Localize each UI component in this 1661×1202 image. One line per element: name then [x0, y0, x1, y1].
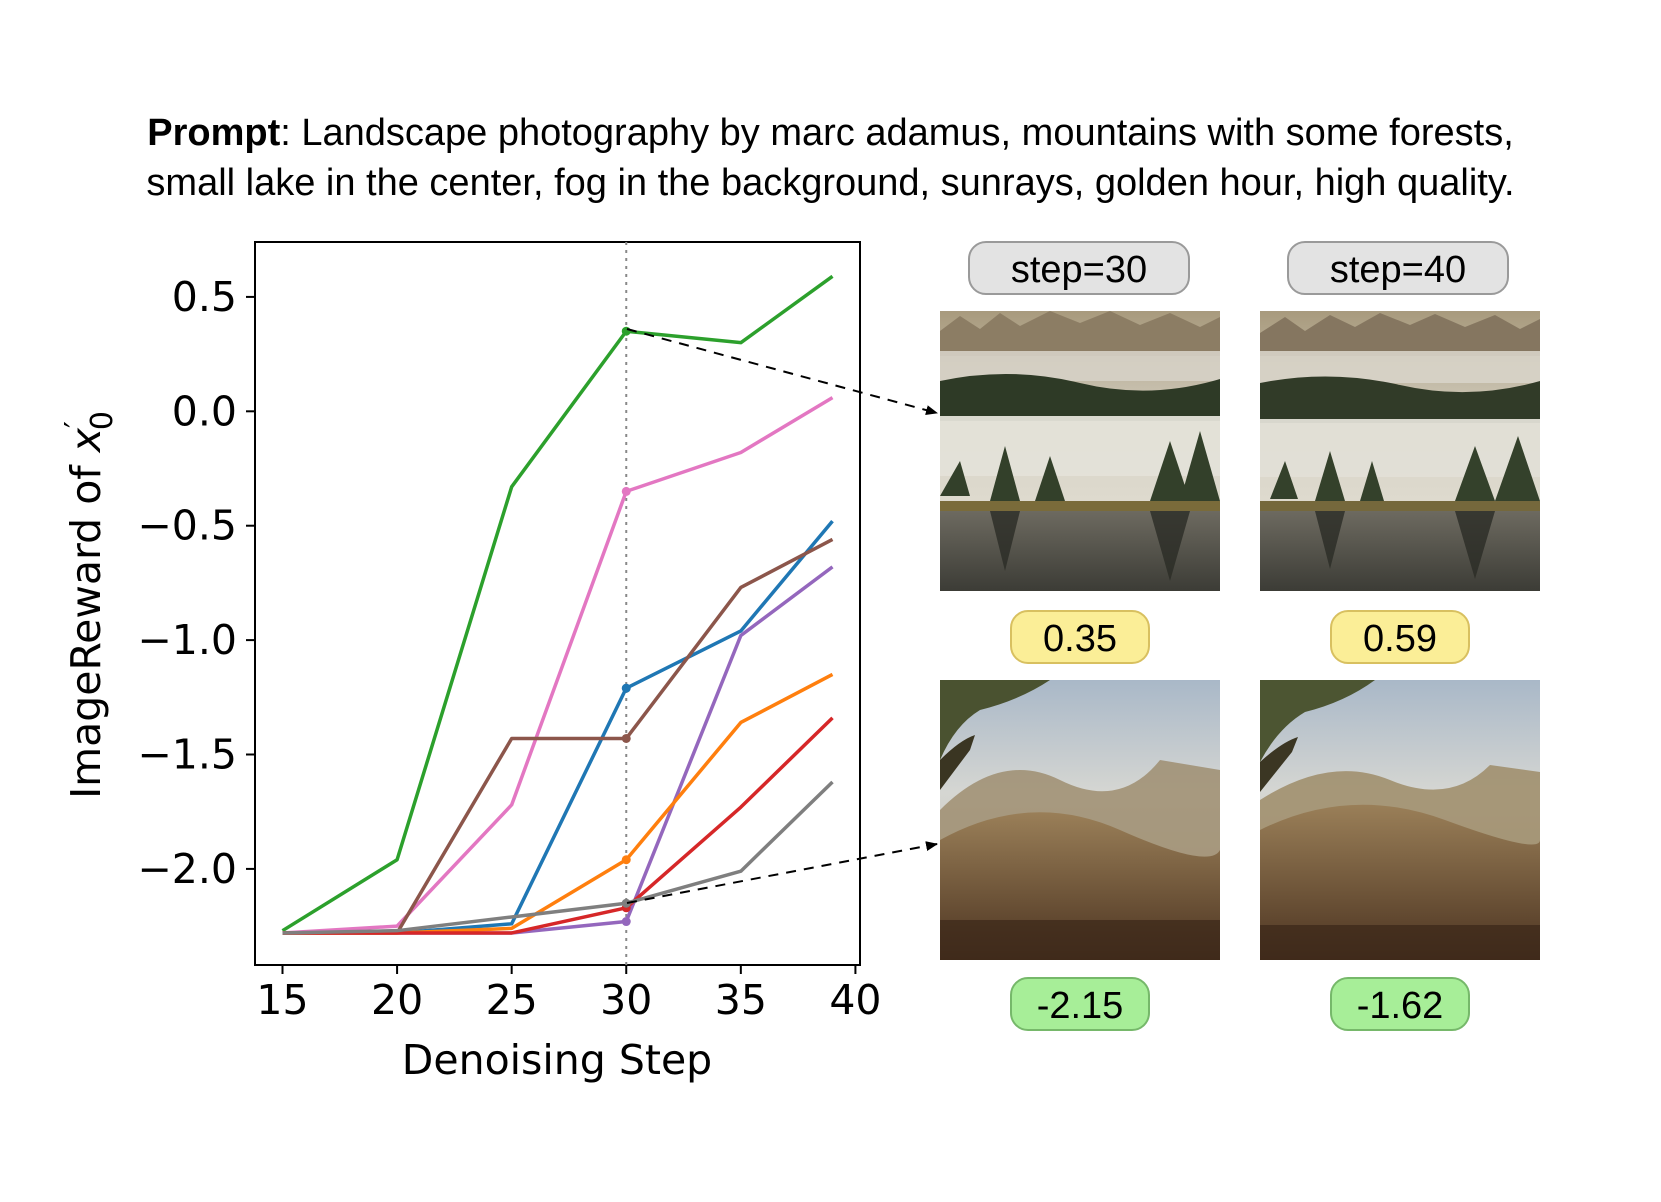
series-line-5 — [282, 672, 834, 935]
series-line-7 — [282, 780, 834, 935]
image-high-step40 — [1260, 311, 1540, 591]
prompt-line-1: Prompt: Landscape photography by marc ad… — [0, 108, 1661, 158]
y-axis-ticks: 0.5 0.0 −0.5 −1.0 −1.5 −2.0 — [137, 273, 255, 893]
y-axis-label-variable: x — [62, 427, 110, 454]
prompt-label: Prompt — [147, 112, 281, 154]
series-line-1 — [282, 396, 834, 935]
y-axis-label-text: ImageReward of — [62, 452, 110, 799]
series-layer — [281, 274, 834, 935]
x-axis-ticks: 15 20 25 30 35 40 — [256, 965, 882, 1024]
score-low-step40: -1.62 — [1330, 977, 1470, 1031]
series-line-3 — [282, 537, 834, 935]
series-point-7 — [621, 898, 631, 908]
prompt-text: Prompt: Landscape photography by marc ad… — [0, 108, 1661, 208]
arrow-low-score — [626, 841, 938, 904]
x-tick-label: 40 — [829, 976, 881, 1024]
plot-frame — [254, 241, 861, 966]
series-point-1 — [621, 486, 631, 496]
y-tick-label: −2.0 — [137, 845, 237, 893]
x-tick-label: 15 — [256, 976, 308, 1024]
score-high-step30: 0.35 — [1010, 610, 1150, 664]
y-tick-label: −1.5 — [137, 731, 237, 779]
y-tick-label: −1.0 — [137, 616, 237, 664]
y-tick-label: −0.5 — [137, 502, 237, 550]
score-low-step30: -2.15 — [1010, 977, 1150, 1031]
x-tick-label: 25 — [486, 976, 538, 1024]
prompt-text-line-2: small lake in the center, fog in the bac… — [146, 162, 1515, 204]
series-line-6 — [282, 716, 834, 935]
series-point-4 — [621, 917, 631, 927]
y-tick-label: 0.0 — [172, 387, 237, 435]
step-label-40: step=40 — [1287, 241, 1509, 295]
image-low-step40 — [1260, 680, 1540, 960]
prompt-text-line-1: : Landscape photography by marc adamus, … — [280, 112, 1514, 154]
y-tick-label: 0.5 — [172, 273, 237, 321]
arrow-high-score — [626, 328, 938, 415]
x-tick-label: 35 — [715, 976, 767, 1024]
series-point-2 — [621, 683, 631, 693]
image-low-step30 — [940, 680, 1220, 960]
x-tick-label: 30 — [600, 976, 652, 1024]
series-point-3 — [621, 733, 631, 743]
step-label-30: step=30 — [968, 241, 1190, 295]
x-tick-label: 20 — [371, 976, 423, 1024]
series-line-0 — [281, 274, 834, 933]
image-high-step30 — [940, 311, 1220, 591]
y-axis-label: ImageReward of x′0 — [59, 411, 120, 799]
score-high-step40: 0.59 — [1330, 610, 1470, 664]
x-axis-label: Denoising Step — [402, 1036, 712, 1084]
series-point-5 — [621, 855, 631, 865]
y-axis-label-prime: ′ — [59, 421, 94, 428]
y-axis-label-subscript: 0 — [85, 411, 120, 430]
series-point-0 — [621, 326, 631, 336]
